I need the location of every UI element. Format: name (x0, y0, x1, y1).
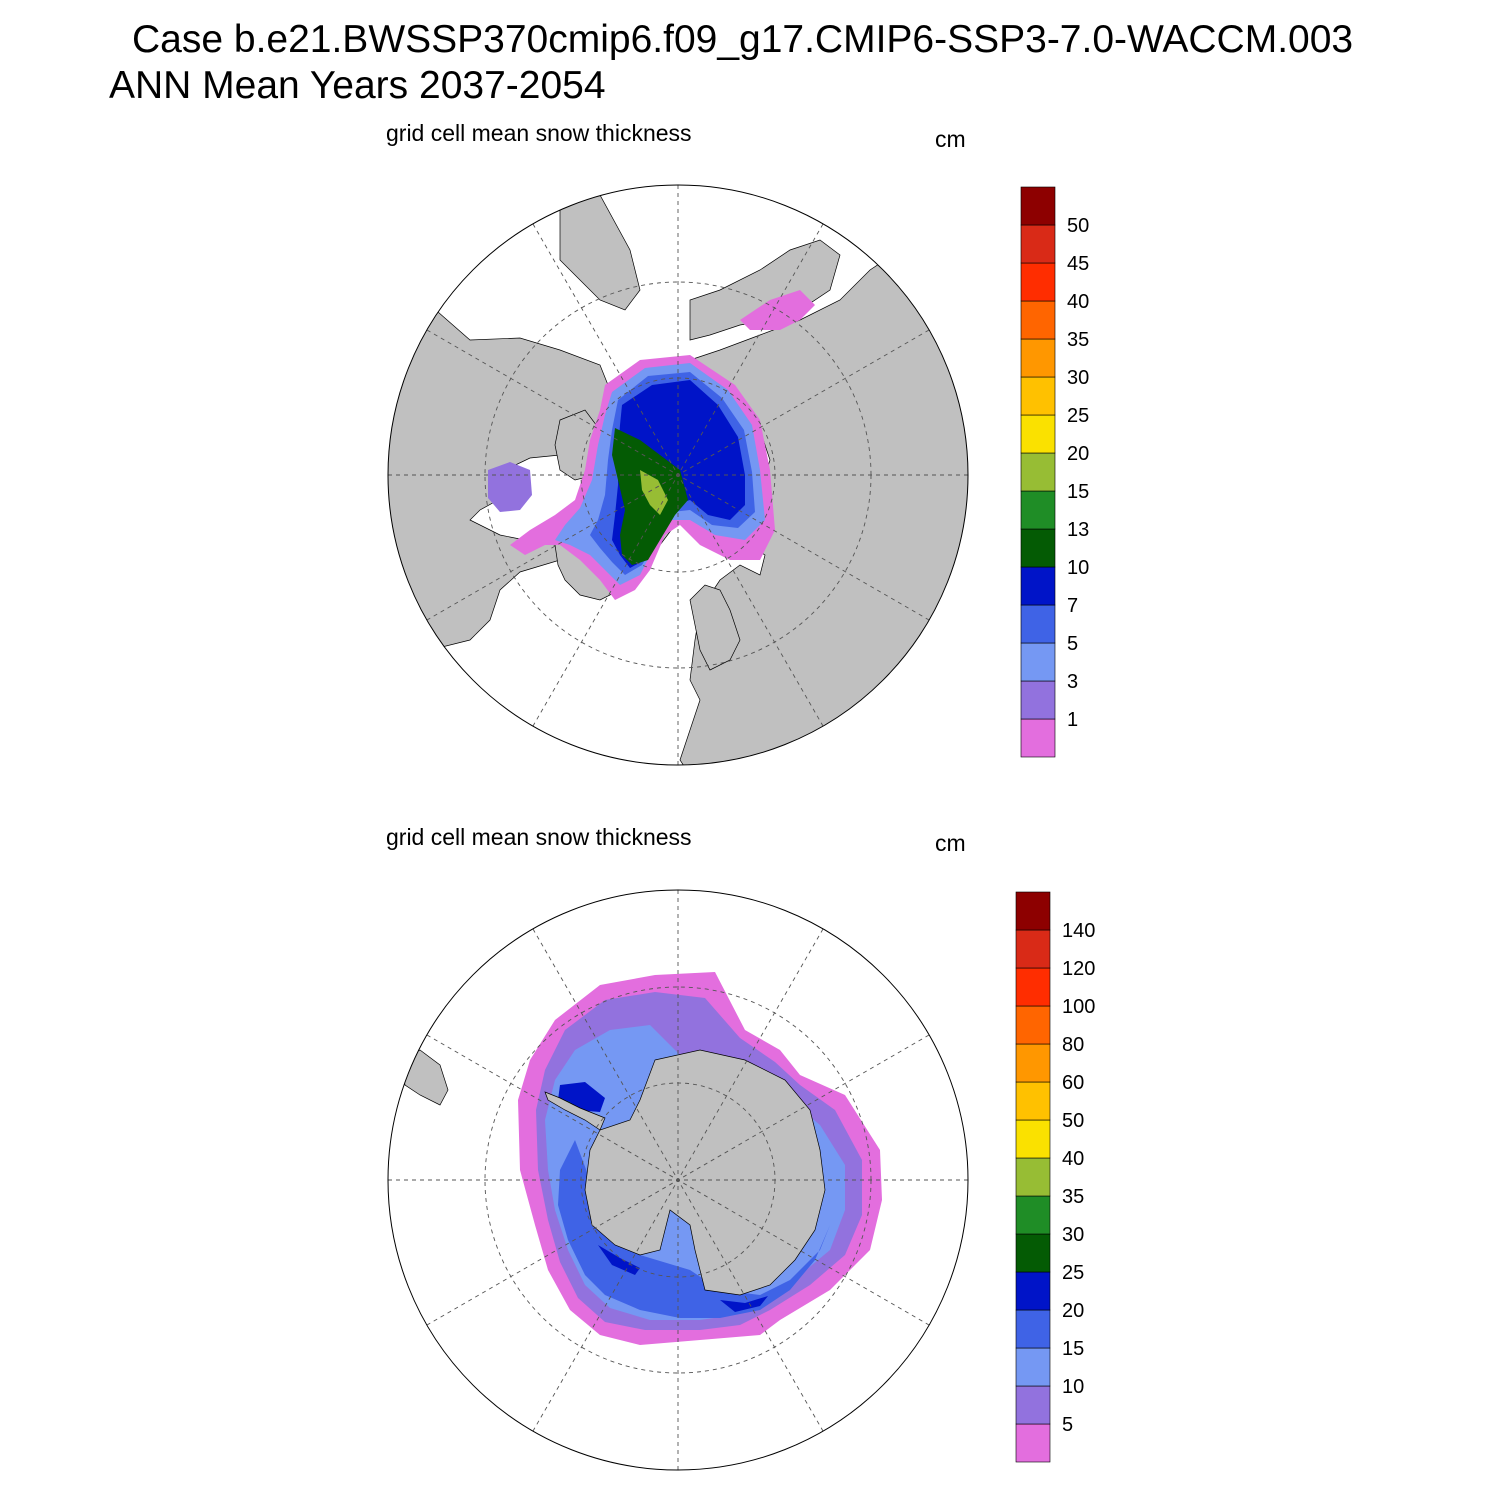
north-colorbar-box (1020, 452, 1056, 492)
north-snow-bering (740, 290, 815, 330)
south-colorbar-box (1015, 929, 1051, 969)
north-snow-hudson-bay (488, 462, 532, 512)
north-colorbar-tick-label: 30 (1067, 367, 1089, 389)
south-units-label: cm (935, 830, 966, 856)
north-colorbar-box (1020, 186, 1056, 226)
north-colorbar-tick-label: 45 (1067, 253, 1089, 275)
south-colorbar-tick-label: 140 (1062, 920, 1095, 942)
north-colorbar-tick-label: 50 (1067, 215, 1089, 237)
north-colorbar-tick-label: 15 (1067, 481, 1089, 503)
south-colorbar-tick-label: 30 (1062, 1224, 1084, 1246)
north-colorbar-box (1020, 300, 1056, 340)
north-colorbar-box (1020, 414, 1056, 454)
south-colorbar: 5 10 15 20 25 30 35 40 50 60 80 100 120 140 (1015, 891, 1095, 1463)
north-colorbar-tick-label: 3 (1067, 671, 1078, 693)
north-map-border (387, 184, 969, 766)
north-colorbar-tick-label: 35 (1067, 329, 1089, 351)
north-colorbar-box (1020, 338, 1056, 378)
south-colorbar-box (1015, 1271, 1051, 1311)
south-colorbar-tick-label: 5 (1062, 1414, 1073, 1436)
south-colorbar-tick-label: 25 (1062, 1262, 1084, 1284)
south-colorbar-tick-label: 20 (1062, 1300, 1084, 1322)
north-colorbar-tick-label: 10 (1067, 557, 1089, 579)
south-colorbar-box (1015, 967, 1051, 1007)
south-colorbar-box (1015, 1005, 1051, 1045)
north-map-content (388, 194, 968, 765)
north-colorbar-box (1020, 262, 1056, 302)
north-colorbar-box (1020, 604, 1056, 644)
land-europe-scandinavia (689, 584, 741, 671)
south-colorbar-box (1015, 891, 1051, 931)
south-colorbar-box (1015, 1195, 1051, 1235)
north-colorbar-tick-label: 5 (1067, 633, 1078, 655)
north-colorbar-box (1020, 490, 1056, 530)
south-snow-contour-20cm-east (598, 1245, 640, 1275)
south-colorbar-tick-label: 10 (1062, 1376, 1084, 1398)
north-colorbar-tick-label: 7 (1067, 595, 1078, 617)
south-colorbar-box (1015, 1385, 1051, 1425)
north-colorbar-box (1020, 224, 1056, 264)
land-alaska-chukotka (559, 194, 641, 311)
north-units-label: cm (935, 126, 966, 152)
figure-title-period: ANN Mean Years 2037-2054 (109, 64, 606, 107)
south-colorbar-tick-label: 100 (1062, 996, 1095, 1018)
land-antarctica (584, 1049, 826, 1296)
south-graticule (388, 890, 968, 1470)
land-east-siberia (689, 239, 841, 341)
figure-title-case: Case b.e21.BWSSP370cmip6.f09_g17.CMIP6-S… (132, 18, 1354, 61)
south-snow-contour-15cm (558, 1140, 830, 1318)
south-colorbar-box (1015, 1423, 1051, 1463)
north-colorbar-box (1020, 642, 1056, 682)
south-colorbar-tick-label: 60 (1062, 1072, 1084, 1094)
south-panel-title: grid cell mean snow thickness (386, 824, 692, 850)
north-panel-title: grid cell mean snow thickness (386, 120, 692, 146)
north-polar-map (387, 184, 969, 766)
north-colorbar-box (1020, 718, 1056, 758)
north-colorbar-tick-label: 40 (1067, 291, 1089, 313)
south-polar-map (387, 889, 969, 1471)
south-colorbar-tick-label: 80 (1062, 1034, 1084, 1056)
north-colorbar-box (1020, 680, 1056, 720)
south-colorbar-box (1015, 1081, 1051, 1121)
south-map-border (387, 889, 969, 1471)
south-colorbar-box (1015, 1347, 1051, 1387)
south-colorbar-tick-label: 40 (1062, 1148, 1084, 1170)
north-colorbar-tick-label: 20 (1067, 443, 1089, 465)
south-colorbar-box (1015, 1157, 1051, 1197)
south-map-content (399, 972, 882, 1345)
south-colorbar-tick-label: 120 (1062, 958, 1095, 980)
south-colorbar-tick-label: 15 (1062, 1338, 1084, 1360)
land-antarctic-peninsula (544, 1091, 606, 1131)
north-colorbar-box (1020, 376, 1056, 416)
north-colorbar-tick-label: 25 (1067, 405, 1089, 427)
south-colorbar-tick-label: 50 (1062, 1110, 1084, 1132)
south-colorbar-tick-label: 35 (1062, 1186, 1084, 1208)
south-colorbar-box (1015, 1309, 1051, 1349)
south-colorbar-box (1015, 1233, 1051, 1273)
north-graticule (388, 185, 968, 765)
north-colorbar-box (1020, 566, 1056, 606)
north-colorbar-tick-label: 13 (1067, 519, 1089, 541)
south-colorbar-box (1015, 1119, 1051, 1159)
north-colorbar-box (1020, 528, 1056, 568)
south-colorbar-box (1015, 1043, 1051, 1083)
south-snow-contour-20cm-ross (720, 1296, 768, 1312)
north-colorbar-tick-label: 1 (1067, 709, 1078, 731)
